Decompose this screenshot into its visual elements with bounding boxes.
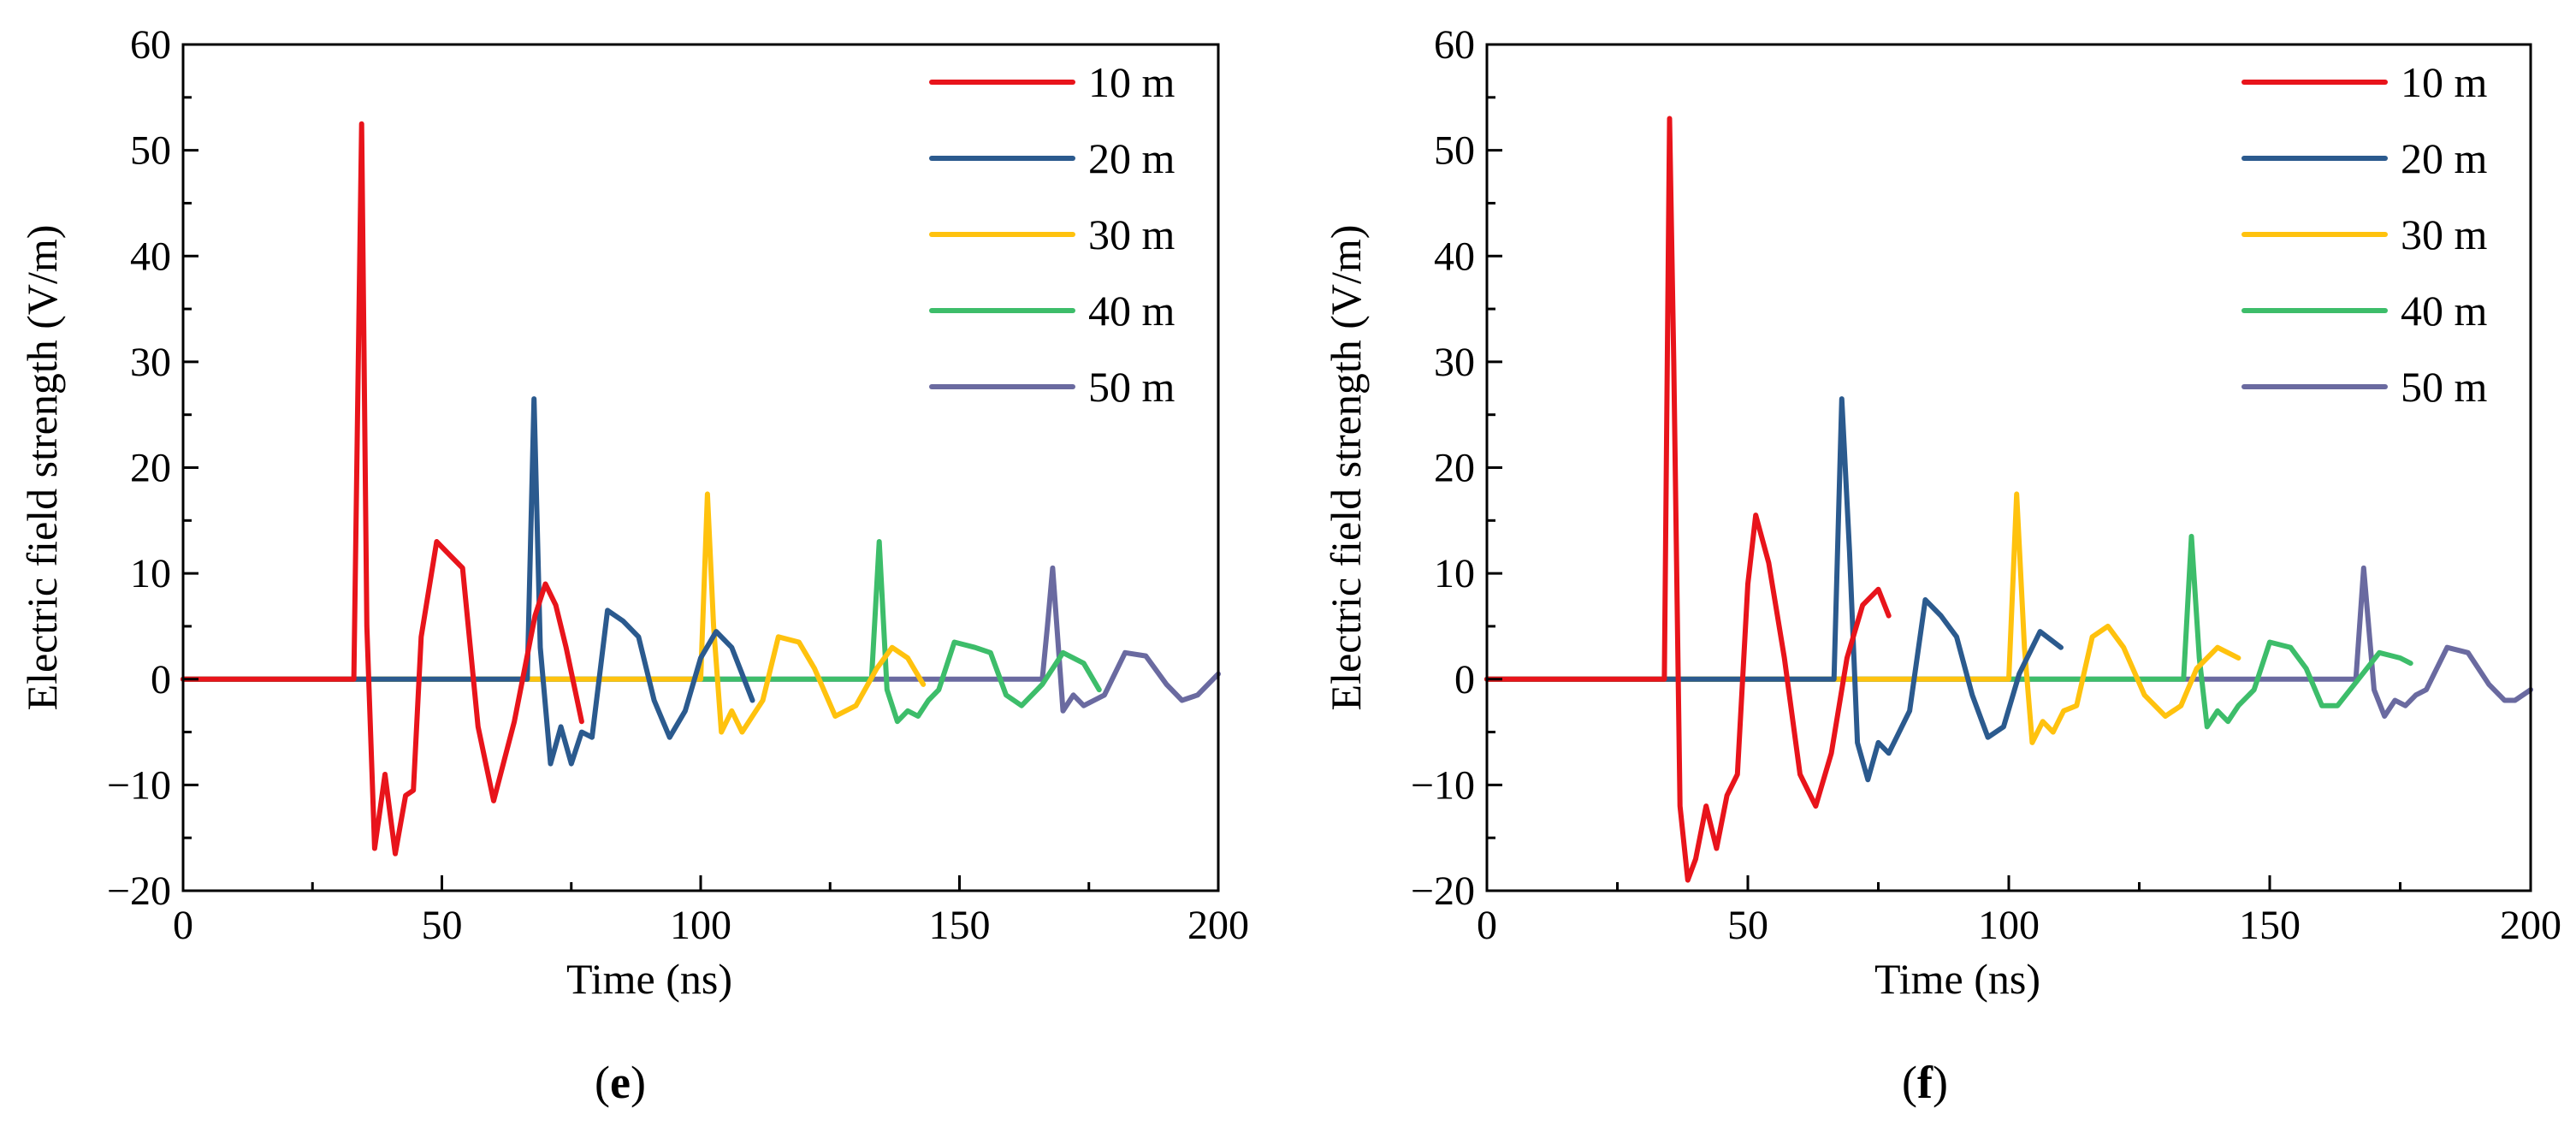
legend: 10 m 20 m 30 m 40 m 50 m: [2241, 58, 2488, 411]
panel-label: (f): [1902, 1057, 1948, 1108]
x-tick-label: 0: [1477, 903, 1497, 948]
y-tick-label: 20: [1434, 446, 1475, 491]
axes-frame: [1485, 43, 2532, 892]
legend-label: 20 m: [2401, 134, 2488, 182]
y-tick-label: 60: [130, 22, 171, 68]
x-tick-label: 200: [2500, 903, 2561, 948]
axes-frame: [181, 43, 1220, 892]
x-tick-label: 100: [670, 903, 731, 948]
y-tick-label: 30: [130, 340, 171, 385]
legend-label: 20 m: [1088, 134, 1175, 182]
y-tick-label: 10: [1434, 551, 1475, 596]
panel-letter: e: [610, 1057, 631, 1108]
series-line-20m: [181, 396, 755, 767]
series-line-40m: [1484, 533, 2413, 730]
y-axis-label: Electric field strength (V/m): [1322, 225, 1370, 711]
y-tick-label: 50: [1434, 128, 1475, 174]
x-tick-label: 50: [1727, 903, 1768, 948]
y-tick-label: 50: [130, 128, 171, 174]
chart-panel-e: 0 50 100 150 200 −20 −10 0 10 20 30 40 50 60 Time (ns)…: [18, 22, 1249, 1108]
y-tick-label: −20: [1411, 868, 1475, 914]
series-line-40m: [181, 539, 1102, 725]
y-tick-label: −10: [107, 762, 171, 808]
y-tick-label: −20: [107, 868, 171, 914]
series-line-10m: [181, 121, 584, 856]
x-axis-label: Time (ns): [566, 955, 732, 1003]
x-tick-label: 100: [1978, 903, 2040, 948]
legend-label: 50 m: [2401, 363, 2488, 411]
y-tick-label: 30: [1434, 340, 1475, 385]
y-tick-label: 40: [1434, 234, 1475, 279]
legend-label: 10 m: [2401, 58, 2488, 106]
x-tick-label: 150: [2239, 903, 2301, 948]
series-line-10m: [1484, 116, 1892, 883]
panel-label: (e): [595, 1057, 646, 1108]
series-line-30m: [181, 491, 927, 735]
x-tick-label: 200: [1187, 903, 1249, 948]
legend: 10 m 20 m 30 m 40 m 50 m: [929, 58, 1175, 411]
x-tick-label: 0: [173, 903, 193, 948]
legend-label: 50 m: [1088, 363, 1175, 411]
y-tick-label: −10: [1411, 762, 1475, 808]
y-tick-label: 40: [130, 234, 171, 279]
series-line-50m: [1484, 565, 2533, 719]
legend-label: 30 m: [1088, 210, 1175, 258]
y-tick-label: 0: [1454, 657, 1475, 702]
x-axis-label: Time (ns): [1874, 955, 2040, 1003]
x-tick-label: 150: [929, 903, 991, 948]
series-line-50m: [181, 565, 1221, 714]
y-tick-label: 0: [151, 657, 171, 702]
y-tick-label: 60: [1434, 22, 1475, 68]
x-tick-label: 50: [422, 903, 463, 948]
legend-label: 30 m: [2401, 210, 2488, 258]
series-line-30m: [1484, 491, 2241, 745]
legend-label: 40 m: [1088, 287, 1175, 335]
y-tick-label: 20: [130, 446, 171, 491]
series-line-20m: [1484, 396, 2064, 783]
y-axis-label: Electric field strength (V/m): [18, 225, 66, 711]
y-tick-label: 10: [130, 551, 171, 596]
legend-label: 10 m: [1088, 58, 1175, 106]
panel-letter: f: [1917, 1057, 1933, 1108]
chart-panel-f: 0 50 100 150 200 −20 −10 0 10 20 30 40 50 60 Time (ns)…: [1322, 22, 2561, 1108]
legend-label: 40 m: [2401, 287, 2488, 335]
